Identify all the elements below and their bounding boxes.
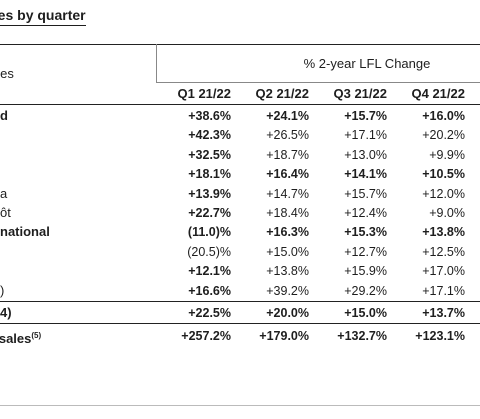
table-cell: +9.0% (429, 206, 465, 220)
table-cell: +22.5% (188, 306, 231, 320)
table-cell: +9.9% (429, 147, 465, 162)
table-top-rule (0, 44, 480, 45)
table-cell: +16.6% (188, 283, 231, 298)
table-cell: +123.1% (415, 329, 465, 343)
table-cell: +15.9% (344, 264, 387, 279)
page-title: ales by quarter (0, 6, 86, 26)
table-cell: +16.3% (266, 225, 309, 240)
table-cell: +15.0% (266, 244, 309, 259)
table-cell: +12.0% (422, 186, 465, 201)
table-cell: +18.4% (266, 206, 309, 220)
row-label: 4) (0, 305, 12, 320)
table-cell: +22.7% (188, 206, 231, 220)
table-cell: +13.0% (344, 147, 387, 162)
table-cell: +32.5% (188, 147, 231, 162)
row-label-text: e sales (0, 331, 32, 346)
table-cell: +15.7% (344, 186, 387, 201)
column-group-divider (156, 44, 157, 82)
table-cell: +17.1% (422, 283, 465, 298)
footnote-ref: (5) (31, 331, 42, 340)
table-row: ôt +22.7% +18.4% +12.4% +9.0% (0, 205, 480, 224)
table-row: (20.5)% +15.0% +12.7% +12.5% (0, 244, 480, 263)
quarter-header-q1: Q1 21/22 (177, 86, 232, 101)
table-cell: +39.2% (266, 283, 309, 298)
table-row: +12.1% +13.8% +15.9% +17.0% (0, 263, 480, 282)
table-cell: +42.3% (188, 128, 231, 143)
table-cell: +14.1% (344, 167, 387, 182)
row-label: ôt (0, 205, 11, 220)
table-cell: +18.7% (266, 147, 309, 162)
table-cell: +179.0% (259, 329, 309, 343)
table-cell: +13.8% (422, 225, 465, 240)
table-cell: +17.0% (422, 264, 465, 279)
table-row: national (11.0)% +16.3% +15.3% +13.8% (0, 224, 480, 243)
table-cell: +16.4% (266, 167, 309, 182)
quarter-header-q4: Q4 21/22 (411, 86, 466, 101)
row-label: a (0, 185, 8, 201)
table-cell: +15.7% (344, 109, 387, 123)
row-label: national (0, 224, 50, 240)
table-cell: +38.6% (188, 109, 231, 123)
table-cell: +12.7% (344, 244, 387, 259)
page-bottom-rule (0, 405, 480, 406)
total-top-rule (0, 301, 480, 302)
table-cell: +13.7% (422, 306, 465, 320)
table-cell: +132.7% (337, 329, 387, 343)
table-row: +42.3% +26.5% +17.1% +20.2% (0, 127, 480, 146)
header-rule (0, 104, 480, 105)
table-cell: +24.1% (266, 109, 309, 123)
table-row: +32.5% +18.7% +13.0% +9.9% (0, 147, 480, 166)
table-row: ) +16.6% +39.2% +29.2% +17.1% (0, 283, 480, 302)
column-group-header: % 2-year LFL Change (303, 56, 431, 71)
table-cell: +29.2% (344, 283, 387, 298)
total-row: 4) +22.5% +20.0% +15.0% +13.7% (0, 305, 480, 324)
row-label: ) (0, 282, 5, 298)
table-cell: (20.5)% (187, 244, 231, 259)
table-cell: +16.0% (422, 109, 465, 123)
table-row: a +13.9% +14.7% +15.7% +12.0% (0, 186, 480, 205)
table-cell: +12.4% (344, 206, 387, 220)
table-cell: +18.1% (188, 167, 231, 182)
table-cell: +20.2% (422, 128, 465, 143)
row-label: e sales(5) (0, 328, 41, 347)
table-row: +18.1% +16.4% +14.1% +10.5% (0, 166, 480, 185)
table-cell: +15.3% (344, 225, 387, 240)
row-header: ales (0, 66, 14, 81)
table-cell: +12.1% (188, 264, 231, 279)
quarter-header-q3: Q3 21/22 (333, 86, 388, 101)
column-group-rule (156, 82, 480, 83)
table-cell: +14.7% (266, 186, 309, 201)
table-cell: +13.9% (188, 186, 231, 201)
table-cell: +257.2% (181, 329, 231, 343)
table-cell: +20.0% (266, 306, 309, 320)
table-cell: +15.0% (344, 306, 387, 320)
total-bottom-rule (0, 323, 480, 324)
table-cell: +12.5% (422, 244, 465, 259)
table-cell: +26.5% (266, 128, 309, 143)
row-label: d (0, 108, 8, 123)
ecommerce-row: e sales(5) +257.2% +179.0% +132.7% +123.… (0, 328, 480, 347)
table-cell: +10.5% (422, 167, 465, 182)
table-cell: (11.0)% (187, 225, 231, 240)
table-cell: +17.1% (344, 128, 387, 143)
table-cell: +13.8% (266, 264, 309, 279)
table-row: d +38.6% +24.1% +15.7% +16.0% (0, 108, 480, 127)
quarter-header-q2: Q2 21/22 (255, 86, 310, 101)
